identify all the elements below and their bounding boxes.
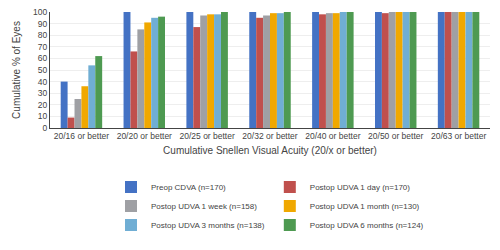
svg-text:10: 10 (38, 111, 48, 121)
svg-text:100: 100 (33, 7, 47, 17)
svg-text:Postop UDVA 1 month (n=130): Postop UDVA 1 month (n=130) (310, 202, 420, 211)
svg-text:20/40 or better: 20/40 or better (305, 131, 360, 141)
svg-text:Preop CDVA (n=170): Preop CDVA (n=170) (151, 183, 226, 192)
svg-text:70: 70 (38, 42, 48, 52)
svg-text:Cumulative Snellen Visual Acui: Cumulative Snellen Visual Acuity (20/x o… (163, 145, 377, 156)
svg-text:80: 80 (38, 30, 48, 40)
svg-text:20/16 or better: 20/16 or better (54, 131, 109, 141)
svg-text:20/32 or better: 20/32 or better (242, 131, 297, 141)
svg-text:0: 0 (43, 123, 48, 133)
svg-text:Postop UDVA 6 months (n=124): Postop UDVA 6 months (n=124) (310, 221, 424, 230)
svg-text:40: 40 (38, 77, 48, 87)
svg-text:Postop UDVA 3 months (n=138): Postop UDVA 3 months (n=138) (151, 221, 265, 230)
svg-text:20: 20 (38, 100, 48, 110)
svg-text:20/25 or better: 20/25 or better (179, 131, 234, 141)
svg-text:30: 30 (38, 88, 48, 98)
svg-text:20/63 or better: 20/63 or better (431, 131, 486, 141)
svg-text:Postop UDVA 1 day (n=170): Postop UDVA 1 day (n=170) (310, 183, 410, 192)
svg-text:Postop UDVA 1 week (n=158): Postop UDVA 1 week (n=158) (151, 202, 257, 211)
svg-text:50: 50 (38, 65, 48, 75)
svg-text:20/50 or better: 20/50 or better (368, 131, 423, 141)
svg-text:60: 60 (38, 53, 48, 63)
svg-text:90: 90 (38, 19, 48, 29)
svg-text:Cumulative % of Eyes: Cumulative % of Eyes (11, 21, 22, 119)
svg-text:20/20 or better: 20/20 or better (117, 131, 172, 141)
